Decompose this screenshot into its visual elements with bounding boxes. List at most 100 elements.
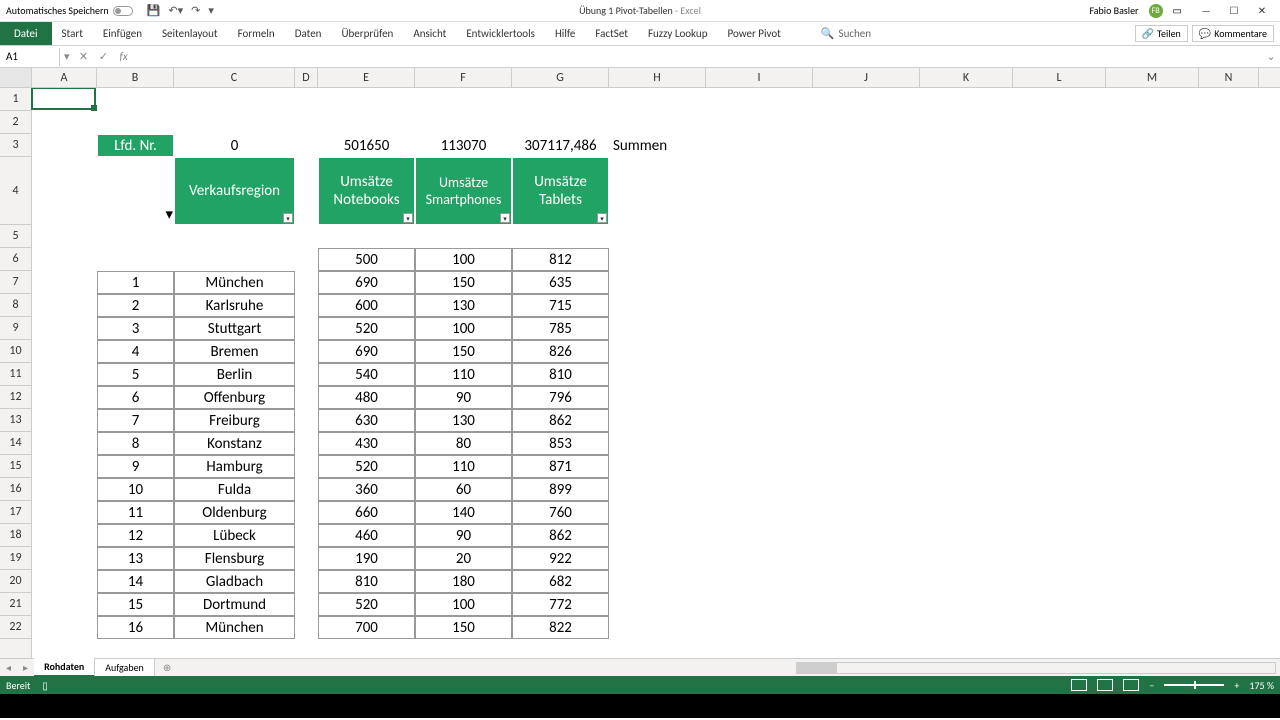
- column-header-C[interactable]: C: [174, 68, 295, 87]
- cell-c9[interactable]: Stuttgart: [174, 317, 295, 340]
- tab-file[interactable]: Datei: [0, 22, 52, 45]
- column-header-E[interactable]: E: [318, 68, 415, 87]
- row-header-4[interactable]: 4: [0, 157, 31, 225]
- cell-g21[interactable]: 772: [512, 593, 609, 616]
- row-header-20[interactable]: 20: [0, 570, 31, 593]
- cell-g17[interactable]: 760: [512, 501, 609, 524]
- tab-fuzzy lookup[interactable]: Fuzzy Lookup: [638, 22, 718, 45]
- row-header-13[interactable]: 13: [0, 409, 31, 432]
- share-button[interactable]: 🔗 Teilen: [1135, 25, 1188, 42]
- cell-g14[interactable]: 853: [512, 432, 609, 455]
- qat-dropdown-icon[interactable]: ▾: [208, 4, 214, 17]
- cell-c11[interactable]: Berlin: [174, 363, 295, 386]
- cell-e18[interactable]: 460: [318, 524, 415, 547]
- cell-e7[interactable]: 690: [318, 271, 415, 294]
- cell-b9[interactable]: 3: [97, 317, 174, 340]
- user-avatar[interactable]: FB: [1149, 4, 1163, 18]
- cell-f15[interactable]: 110: [415, 455, 512, 478]
- minimize-button[interactable]: —: [1192, 1, 1220, 21]
- row-header-14[interactable]: 14: [0, 432, 31, 455]
- cell-e19[interactable]: 190: [318, 547, 415, 570]
- cell-g16[interactable]: 899: [512, 478, 609, 501]
- cell-f14[interactable]: 80: [415, 432, 512, 455]
- row-header-12[interactable]: 12: [0, 386, 31, 409]
- cell-f16[interactable]: 60: [415, 478, 512, 501]
- cell-e21[interactable]: 520: [318, 593, 415, 616]
- cell-c15[interactable]: Hamburg: [174, 455, 295, 478]
- user-name[interactable]: Fabio Basler: [1089, 4, 1138, 17]
- cell-g19[interactable]: 922: [512, 547, 609, 570]
- row-header-21[interactable]: 21: [0, 593, 31, 616]
- filter-dropdown-icon[interactable]: ▾: [403, 213, 413, 223]
- column-header-I[interactable]: I: [706, 68, 813, 87]
- cell-f10[interactable]: 150: [415, 340, 512, 363]
- cell-c14[interactable]: Konstanz: [174, 432, 295, 455]
- sheet-tab-aufgaben[interactable]: Aufgaben: [95, 659, 155, 676]
- column-header-B[interactable]: B: [97, 68, 174, 87]
- cell-f12[interactable]: 90: [415, 386, 512, 409]
- cell-b21[interactable]: 15: [97, 593, 174, 616]
- cell-b11[interactable]: 5: [97, 363, 174, 386]
- view-page-break-icon[interactable]: [1123, 679, 1139, 691]
- cell-e9[interactable]: 520: [318, 317, 415, 340]
- column-header-A[interactable]: A: [32, 68, 97, 87]
- fx-icon[interactable]: fx: [114, 50, 134, 63]
- cell-e12[interactable]: 480: [318, 386, 415, 409]
- cell-f21[interactable]: 100: [415, 593, 512, 616]
- cell-c20[interactable]: Gladbach: [174, 570, 295, 593]
- cell-g10[interactable]: 826: [512, 340, 609, 363]
- cells-area[interactable]: Lfd. Nr.0501650113070307117,486SummenVer…: [32, 88, 1280, 658]
- row-header-16[interactable]: 16: [0, 478, 31, 501]
- tab-seitenlayout[interactable]: Seitenlayout: [152, 22, 228, 45]
- autosave-toggle[interactable]: Automatisches Speichern: [0, 4, 139, 17]
- cell-e10[interactable]: 690: [318, 340, 415, 363]
- view-normal-icon[interactable]: [1071, 679, 1087, 691]
- column-header-F[interactable]: F: [415, 68, 512, 87]
- zoom-level[interactable]: 175 %: [1249, 679, 1274, 692]
- cell-f11[interactable]: 110: [415, 363, 512, 386]
- sheet-nav-prev-icon[interactable]: ◂: [0, 661, 17, 674]
- cell-f9[interactable]: 100: [415, 317, 512, 340]
- filter-dropdown-icon[interactable]: ▾: [500, 213, 510, 223]
- zoom-in-button[interactable]: +: [1234, 679, 1239, 692]
- cell-g22[interactable]: 822: [512, 616, 609, 639]
- column-header-G[interactable]: G: [512, 68, 609, 87]
- filter-dropdown-icon[interactable]: ▾: [283, 213, 293, 223]
- spreadsheet-grid[interactable]: ABCDEFGHIJKLMN 1234567891011121314151617…: [0, 68, 1280, 658]
- cell-e15[interactable]: 520: [318, 455, 415, 478]
- cell-f20[interactable]: 180: [415, 570, 512, 593]
- row-header-7[interactable]: 7: [0, 271, 31, 294]
- cell-c8[interactable]: Karlsruhe: [174, 294, 295, 317]
- tab-entwicklertools[interactable]: Entwicklertools: [456, 22, 545, 45]
- cell-e11[interactable]: 540: [318, 363, 415, 386]
- cell-f22[interactable]: 150: [415, 616, 512, 639]
- cell-f6[interactable]: 100: [415, 248, 512, 271]
- formula-cancel-icon[interactable]: ✕: [74, 50, 94, 63]
- tab-hilfe[interactable]: Hilfe: [545, 22, 585, 45]
- row-header-22[interactable]: 22: [0, 616, 31, 639]
- filter-dropdown-icon[interactable]: ▾: [597, 213, 607, 223]
- cell-b7[interactable]: 1: [97, 271, 174, 294]
- row-header-1[interactable]: 1: [0, 88, 31, 111]
- cell-f8[interactable]: 130: [415, 294, 512, 317]
- cell-c17[interactable]: Oldenburg: [174, 501, 295, 524]
- cell-g8[interactable]: 715: [512, 294, 609, 317]
- row-header-8[interactable]: 8: [0, 294, 31, 317]
- tab-factset[interactable]: FactSet: [585, 22, 638, 45]
- tab-einfügen[interactable]: Einfügen: [93, 22, 152, 45]
- cell-e13[interactable]: 630: [318, 409, 415, 432]
- cell-f7[interactable]: 150: [415, 271, 512, 294]
- sheet-tab-rohdaten[interactable]: Rohdaten: [34, 658, 95, 677]
- row-header-5[interactable]: 5: [0, 225, 31, 248]
- zoom-slider[interactable]: [1164, 684, 1224, 686]
- column-header-D[interactable]: D: [295, 68, 318, 87]
- maximize-button[interactable]: ☐: [1220, 1, 1248, 21]
- cell-c10[interactable]: Bremen: [174, 340, 295, 363]
- cell-f19[interactable]: 20: [415, 547, 512, 570]
- toggle-switch-icon[interactable]: [113, 6, 133, 16]
- cell-c22[interactable]: München: [174, 616, 295, 639]
- row-header-17[interactable]: 17: [0, 501, 31, 524]
- cell-e17[interactable]: 660: [318, 501, 415, 524]
- cell-g7[interactable]: 635: [512, 271, 609, 294]
- cell-b12[interactable]: 6: [97, 386, 174, 409]
